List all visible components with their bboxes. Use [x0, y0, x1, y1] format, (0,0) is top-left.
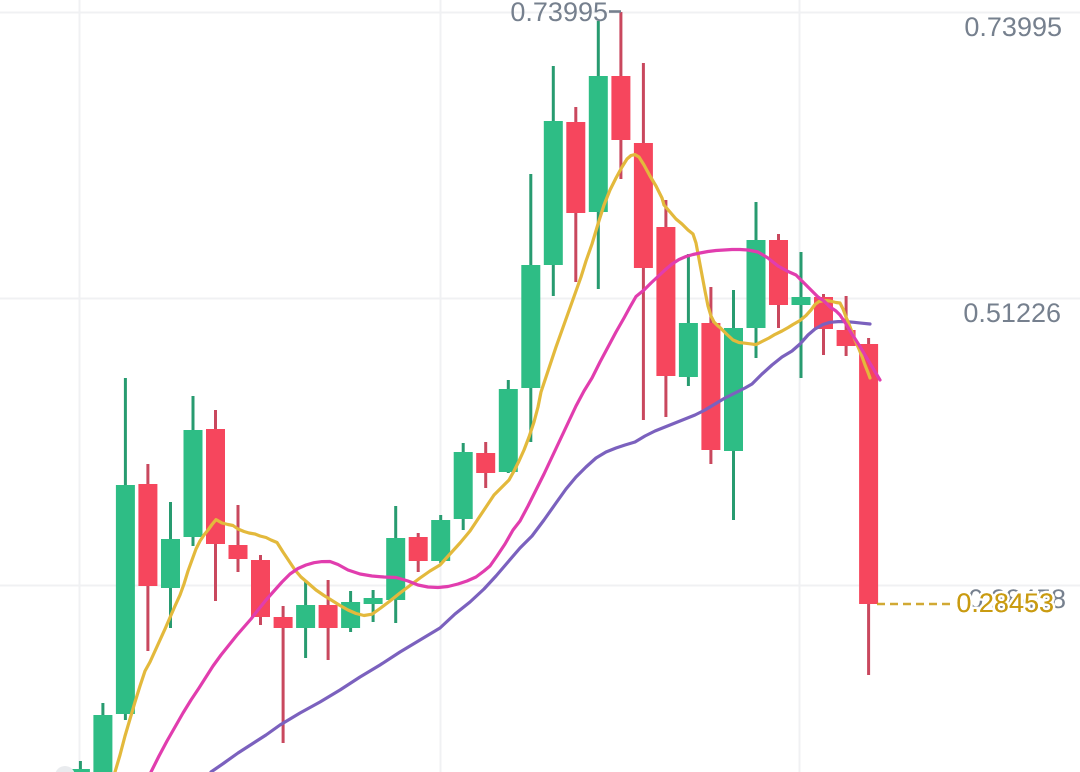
svg-text:0.51226: 0.51226	[963, 298, 1061, 328]
svg-text:0.28453: 0.28453	[956, 588, 1054, 618]
svg-text:0.28458: 0.28458	[968, 584, 1066, 614]
svg-text:0.73995: 0.73995	[510, 0, 608, 27]
svg-text:0.28453: 0.28453	[956, 588, 1054, 618]
svg-text:0.73995: 0.73995	[964, 12, 1062, 42]
